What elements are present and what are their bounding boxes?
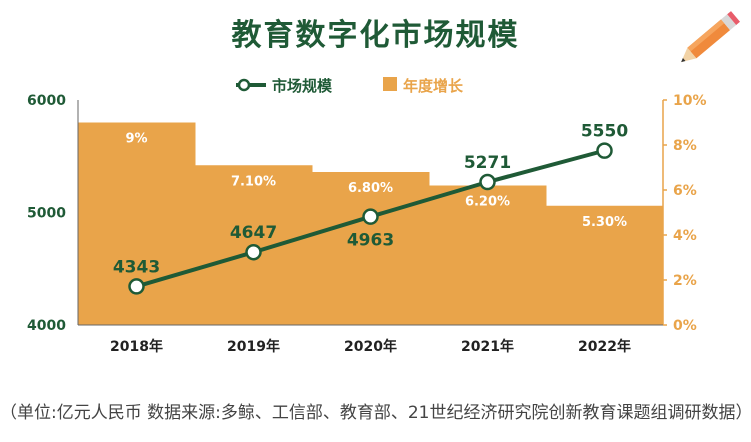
legend-area-label: 年度增长 xyxy=(403,77,464,95)
growth-label-1: 7.10% xyxy=(231,174,276,189)
market-label-1: 4647 xyxy=(230,223,277,243)
growth-label-0: 9% xyxy=(125,132,147,147)
growth-label-4: 5.30% xyxy=(582,215,627,230)
right-tick-label-1: 2% xyxy=(673,273,697,289)
x-tick-label-0: 2018年 xyxy=(110,338,163,355)
right-tick-label-4: 8% xyxy=(673,138,697,154)
market-label-2: 4963 xyxy=(347,231,394,251)
legend-area-swatch xyxy=(383,77,397,91)
chart-title: 教育数字化市场规模 xyxy=(231,18,520,53)
footnote: （单位:亿元人民币 数据来源:多鲸、工信部、教育部、21世纪经济研究院创新教育课… xyxy=(0,403,751,423)
market-point-2 xyxy=(362,208,379,225)
growth-bar-4 xyxy=(546,205,664,325)
growth-label-3: 6.20% xyxy=(465,195,510,210)
x-tick-label-4: 2022年 xyxy=(578,338,631,355)
market-point-4 xyxy=(596,142,613,159)
market-label-3: 5271 xyxy=(464,153,511,173)
market-point-3 xyxy=(479,173,496,191)
right-tick-label-5: 10% xyxy=(673,93,707,109)
growth-bar-3 xyxy=(429,185,547,325)
legend: 市场规模 年度增长 xyxy=(236,77,464,95)
pencil-icon xyxy=(681,11,741,63)
x-tick-label-1: 2019年 xyxy=(227,338,280,355)
x-tick-label-3: 2021年 xyxy=(461,338,514,355)
market-point-1 xyxy=(245,243,262,261)
right-tick-label-0: 0% xyxy=(673,318,697,334)
legend-line-label: 市场规模 xyxy=(272,77,333,95)
market-label-4: 5550 xyxy=(581,122,628,142)
growth-label-2: 6.80% xyxy=(348,181,393,196)
left-tick-label-1: 5000 xyxy=(27,206,66,222)
market-label-0: 4343 xyxy=(113,257,160,277)
growth-bar-2 xyxy=(312,172,430,325)
right-tick-label-3: 6% xyxy=(673,183,697,199)
left-tick-label-2: 6000 xyxy=(27,93,66,109)
left-tick-label-0: 4000 xyxy=(27,318,66,334)
right-tick-label-2: 4% xyxy=(673,228,697,244)
legend-line-marker xyxy=(237,78,251,92)
x-tick-label-2: 2020年 xyxy=(344,338,397,355)
market-point-0 xyxy=(128,278,145,295)
